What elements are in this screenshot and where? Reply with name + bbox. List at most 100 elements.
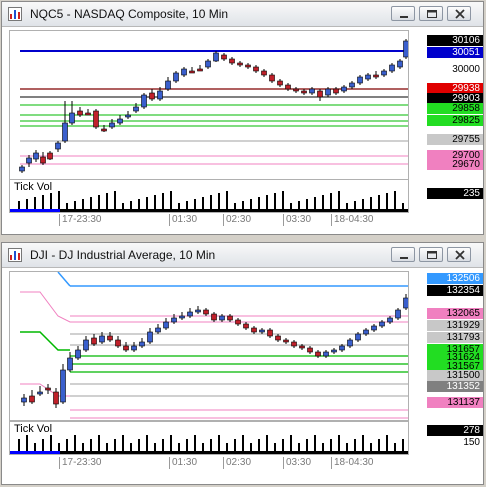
candle <box>63 123 68 141</box>
volume-bar <box>378 439 380 451</box>
candle <box>180 316 185 318</box>
volume-bar <box>378 195 380 209</box>
volume-bar <box>250 443 252 451</box>
price-label: 29755 <box>427 134 483 145</box>
volume-bar <box>74 435 76 451</box>
candle <box>260 330 265 332</box>
chart-window-dji[interactable]: DJI - DJ Industrial Average, 10 Min 1325… <box>1 242 484 485</box>
price-scale-nqc5: 30106 30051 30000 29938 29903 29858 29825 29755… <box>411 30 483 180</box>
candle <box>76 350 81 358</box>
candle <box>270 75 275 81</box>
candle <box>198 69 203 71</box>
candle <box>220 316 225 320</box>
candle <box>46 388 51 390</box>
candle <box>340 346 345 350</box>
candle <box>134 107 139 111</box>
volume-panel-dji[interactable]: Tick Vol <box>9 421 409 455</box>
minimize-button[interactable] <box>391 247 415 262</box>
volume-bar <box>386 193 388 209</box>
restore-button[interactable] <box>419 247 443 262</box>
candle <box>382 71 387 75</box>
time-label: 01:30 <box>169 457 197 469</box>
time-label: 18-04:30 <box>331 214 373 226</box>
time-axis-dji: 17-23:30 01:30 02:30 03:30 18-04:30 <box>9 457 409 469</box>
time-label: 17-23:30 <box>59 214 101 226</box>
candle <box>212 314 217 320</box>
volume-bar <box>226 443 228 451</box>
candle <box>284 340 289 342</box>
candle <box>380 322 385 326</box>
volume-bar <box>298 443 300 451</box>
price-chart-dji[interactable] <box>9 271 409 421</box>
volume-bar <box>346 443 348 451</box>
restore-icon <box>420 7 444 22</box>
price-chart-nqc5[interactable] <box>9 30 409 180</box>
volume-bar <box>90 439 92 451</box>
volume-bar <box>258 439 260 451</box>
volume-bar <box>338 191 340 209</box>
candle <box>150 93 155 99</box>
restore-button[interactable] <box>419 6 443 21</box>
candle <box>294 89 299 91</box>
volume-panel-nqc5[interactable]: Tick Vol <box>9 179 409 213</box>
time-label: 17-23:30 <box>59 457 101 469</box>
volume-bar <box>242 201 244 209</box>
volume-bar <box>314 435 316 451</box>
candle <box>230 59 235 63</box>
candle <box>238 63 243 65</box>
volume-bar <box>370 443 372 451</box>
candle <box>356 334 361 340</box>
candle <box>204 310 209 314</box>
price-label: 132354 <box>427 285 483 296</box>
volume-bar <box>306 199 308 209</box>
volume-bar <box>42 195 44 209</box>
candle <box>268 330 273 336</box>
candle <box>396 310 401 318</box>
volume-bar <box>306 439 308 451</box>
candle <box>228 316 233 320</box>
close-button[interactable] <box>447 6 471 21</box>
volume-bar <box>114 191 116 209</box>
volume-bar <box>26 199 28 209</box>
minimize-icon <box>392 248 416 263</box>
price-label: 29858 <box>427 103 483 114</box>
close-button[interactable] <box>447 247 471 262</box>
candle <box>86 113 91 115</box>
volume-bar <box>178 443 180 451</box>
candle <box>390 65 395 71</box>
candle <box>78 111 83 115</box>
price-label: 131500 <box>427 370 483 381</box>
volume-bar <box>82 443 84 451</box>
candle <box>404 298 409 308</box>
candle <box>110 123 115 127</box>
volume-bar <box>290 203 292 209</box>
volume-bar <box>258 197 260 209</box>
candle <box>278 81 283 85</box>
candle <box>252 328 257 332</box>
candle <box>222 55 227 59</box>
volume-bar <box>130 443 132 451</box>
price-label: 132065 <box>427 308 483 319</box>
candle <box>318 91 323 97</box>
volume-bar <box>154 443 156 451</box>
title-bar[interactable]: NQC5 - NASDAQ Composite, 10 Min <box>2 2 483 27</box>
minimize-button[interactable] <box>391 6 415 21</box>
volume-bar <box>18 439 20 451</box>
chart-window-nqc5[interactable]: NQC5 - NASDAQ Composite, 10 Min 30106 300… <box>1 1 484 235</box>
price-label: 29670 <box>427 159 483 170</box>
candle <box>41 157 46 163</box>
candle <box>372 326 377 330</box>
volume-bar <box>370 197 372 209</box>
candle <box>84 340 89 350</box>
candle <box>102 129 107 131</box>
window-title: DJI - DJ Industrial Average, 10 Min <box>30 248 215 262</box>
volume-bar <box>346 203 348 209</box>
title-bar[interactable]: DJI - DJ Industrial Average, 10 Min <box>2 243 483 268</box>
volume-bar <box>34 197 36 209</box>
candle <box>326 89 331 95</box>
volume-bar <box>162 439 164 451</box>
volume-bar <box>74 201 76 209</box>
volume-baseline <box>60 451 408 454</box>
candle <box>404 41 409 57</box>
volume-scale-nqc5: 235 <box>411 179 483 213</box>
